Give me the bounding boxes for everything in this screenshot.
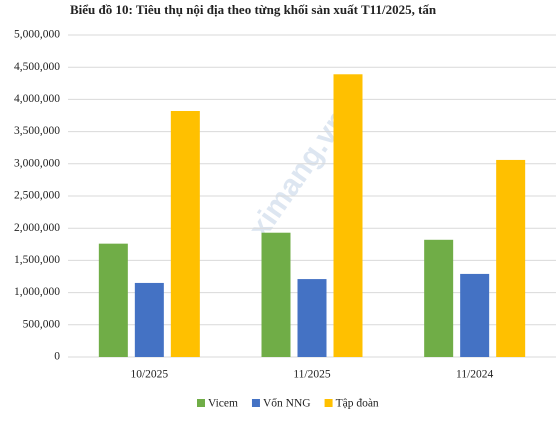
y-tick-label: 2,000,000 (14, 222, 60, 234)
y-tick-label: 1,000,000 (14, 286, 60, 298)
bar (333, 74, 363, 357)
chart-title: Biểu đồ 10: Tiêu thụ nội địa theo từng k… (70, 2, 437, 17)
legend-swatch (251, 399, 260, 407)
bar (496, 159, 526, 357)
y-tick-label: 2,500,000 (14, 190, 60, 202)
bar (424, 239, 454, 357)
bar (98, 243, 128, 357)
legend-label: Vicem (208, 398, 238, 410)
y-tick-label: 5,000,000 (14, 29, 60, 41)
y-tick-label: 1,500,000 (14, 254, 60, 266)
legend-swatch (197, 399, 205, 407)
x-tick-label: 11/2024 (456, 369, 494, 381)
y-tick-label: 0 (54, 351, 60, 363)
y-tick-label: 3,500,000 (14, 125, 60, 137)
x-tick-label: 11/2025 (293, 369, 331, 381)
bar (297, 279, 327, 357)
bar (261, 232, 291, 357)
x-tick-label: 10/2025 (130, 369, 168, 381)
legend-label: Vốn NNG (263, 397, 311, 410)
bar (170, 110, 200, 357)
legend-label: Tập đoàn (336, 398, 379, 410)
bar (460, 273, 490, 357)
bar (134, 282, 164, 357)
y-tick-label: 4,500,000 (14, 61, 60, 73)
y-tick-label: 3,000,000 (14, 157, 60, 169)
y-tick-label: 4,000,000 (14, 93, 60, 105)
legend-swatch (324, 399, 333, 407)
y-tick-label: 500,000 (23, 318, 61, 330)
